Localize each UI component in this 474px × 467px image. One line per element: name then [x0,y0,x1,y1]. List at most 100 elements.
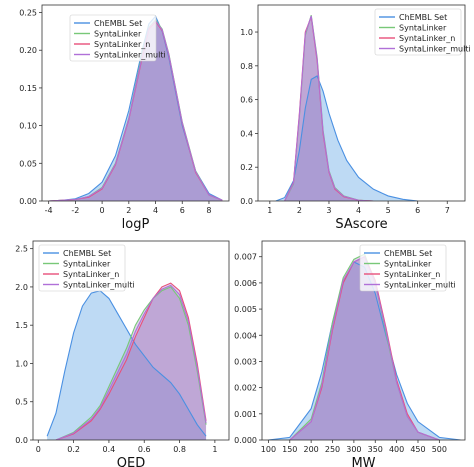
y-tick-label: 0.007 [234,253,257,262]
plot-area [268,253,461,440]
y-tick-label: 0.6 [240,96,253,105]
legend-label-syntalinker-multi: SyntaLinker_multi [94,51,166,60]
x-axis-label: QED [117,456,145,467]
x-tick-label: 350 [368,445,383,454]
y-tick-label: 0.005 [234,305,257,314]
y-tick-label: 0.003 [234,357,257,366]
x-tick-label: 0 [36,445,41,454]
legend-box [359,244,447,292]
line-syntalinker-multi [284,15,374,201]
y-tick-label: 1.5 [15,321,28,330]
x-tick-label: 4 [153,206,158,215]
x-axis-label: SAscore [335,217,387,232]
x-tick-label: -4 [45,206,53,215]
x-tick-label: 1 [212,445,217,454]
area-syntalinker-n [55,283,207,440]
axes-frame [32,240,230,441]
legend-box [374,8,462,56]
y-tick-label: 0.002 [234,384,257,393]
area-syntalinker-multi [289,256,440,440]
axes-frame [257,4,466,202]
y-tick-label: 0.15 [19,84,37,93]
x-axis-label: MW [351,456,375,467]
y-tick-label: 0.10 [19,122,37,131]
x-tick-label: 2 [297,206,302,215]
y-tick-label: 0.0 [15,436,28,445]
y-tick-label: 1.0 [240,28,253,37]
area-chembl [48,16,223,201]
area-syntalinker [48,20,223,201]
legend-label-chembl: ChEMBL Set [399,13,447,22]
x-tick-label: 0.4 [103,445,116,454]
x-tick-label: 6 [415,206,420,215]
x-tick-label: 400 [389,445,404,454]
x-tick-label: 500 [432,445,447,454]
legend-box [38,244,126,292]
area-syntalinker-multi [48,20,223,201]
x-tick-label: 0.8 [173,445,186,454]
y-tick-label: 2.0 [15,283,28,292]
legend-label-syntalinker: SyntaLinker [63,260,111,269]
area-syntalinker [289,254,440,440]
y-tick-label: 0.8 [240,62,253,71]
x-tick-label: -2 [71,206,79,215]
x-tick-label: 0.2 [67,445,80,454]
y-tick-label: 0.20 [19,46,37,55]
legend-label-syntalinker-n: SyntaLinker_n [384,270,440,279]
x-tick-label: 2 [126,206,131,215]
axes-frame [41,4,230,202]
x-tick-label: 4 [356,206,361,215]
legend-label-chembl: ChEMBL Set [94,19,142,28]
y-tick-label: 2.5 [15,245,28,254]
area-syntalinker-n [48,21,223,201]
area-syntalinker [55,286,207,440]
y-tick-label: 0.5 [15,398,28,407]
axes-frame [261,240,466,441]
line-syntalinker [55,286,207,440]
y-tick-label: 0.2 [240,163,253,172]
legend-label-chembl: ChEMBL Set [63,249,111,258]
x-tick-label: 5 [386,206,391,215]
area-syntalinker [284,15,374,201]
panel-qed: 0 0.2 0.4 0.6 0.8 1 0.0 0.5 1.0 1.5 2.0 2.5 QED ChEMB… [15,240,230,467]
plot-area [46,282,207,440]
x-tick-label: 200 [304,445,319,454]
x-tick-label: 300 [346,445,361,454]
area-syntalinker-n [284,16,374,201]
panel-sascore: 1 2 3 4 5 6 7 0.0 0.2 0.4 0.6 0.8 1.0 SAscore ChEMBL S… [240,4,471,232]
x-tick-label: 450 [410,445,425,454]
legend-label-syntalinker: SyntaLinker [399,24,447,33]
legend-label-syntalinker-multi: SyntaLinker_multi [399,45,471,54]
y-tick-label: 1.0 [15,359,28,368]
y-tick-label: 0.4 [240,129,253,138]
legend-label-syntalinker-n: SyntaLinker_n [63,270,119,279]
legend-label-syntalinker: SyntaLinker [384,260,432,269]
x-tick-label: 8 [206,206,211,215]
legend-label-syntalinker: SyntaLinker [94,30,142,39]
x-tick-label: 7 [445,206,450,215]
x-tick-label: 100 [261,445,276,454]
panel-logp: -4 -2 0 2 4 6 8 0.00 0.05 0.10 0.15 0.20 0.25 logP ChE… [19,4,230,232]
line-syntalinker-multi [55,284,207,440]
y-tick-label: 0.004 [234,331,257,340]
x-tick-label: 250 [325,445,340,454]
legend-label-chembl: ChEMBL Set [384,249,432,258]
x-tick-label: 3 [326,206,331,215]
y-tick-label: 0.05 [19,159,37,168]
plot-area [275,14,418,201]
legend-label-syntalinker-multi: SyntaLinker_multi [384,281,456,290]
y-tick-label: 0.001 [234,410,257,419]
x-tick-label: 6 [180,206,185,215]
y-tick-label: 0.25 [19,9,37,18]
legend-label-syntalinker-n: SyntaLinker_n [399,34,455,43]
x-tick-label: 0 [100,206,105,215]
y-tick-label: 0.006 [234,279,257,288]
area-chembl [47,290,207,440]
legend-box [69,14,157,62]
area-chembl [275,75,418,201]
panel-mw: 100 150 200 250 300 350 400 450 500 0.000 0.001 0.0… [234,240,466,467]
area-syntalinker-multi [284,15,374,201]
